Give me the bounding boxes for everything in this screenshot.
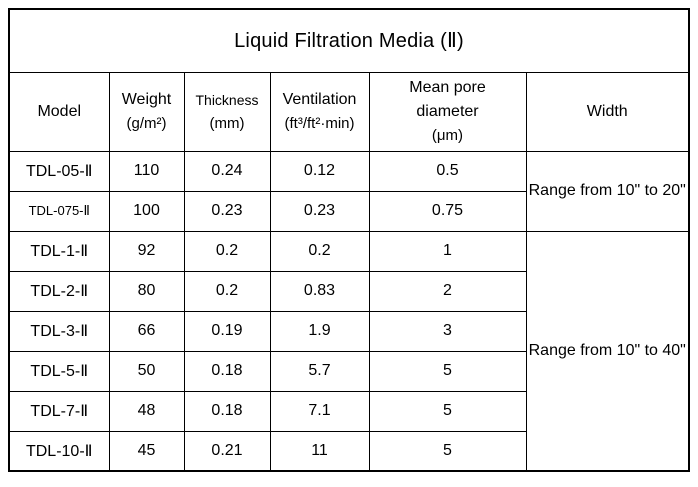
cell-weight: 50: [108, 350, 185, 392]
column-label: Mean pore diameter: [409, 78, 486, 120]
column-label: Ventilation: [282, 90, 357, 108]
table-header-row: Model Weight (g/m²) Thickness (mm) Venti…: [8, 71, 690, 152]
column-unit: (μm): [431, 126, 464, 144]
column-label: Weight: [121, 90, 172, 108]
column-unit: (g/m²): [126, 114, 167, 132]
column-label: Thickness: [195, 91, 259, 108]
cell-model: TDL-1-Ⅱ: [8, 230, 110, 272]
table-title: Liquid Filtration Media (Ⅱ): [8, 8, 690, 73]
table-body: TDL-05-Ⅱ 110 0.24 0.12 0.5 Range from 10" to …: [8, 150, 690, 472]
cell-thickness: 0.23: [183, 190, 271, 232]
cell-model: TDL-10-Ⅱ: [8, 430, 110, 472]
cell-weight: 100: [108, 190, 185, 232]
cell-mean-pore-diameter: 5: [368, 350, 527, 392]
cell-thickness: 0.2: [183, 230, 271, 272]
column-header-width: Width: [525, 71, 690, 152]
column-header-ventilation: Ventilation (ft³/ft²·min): [269, 71, 370, 152]
cell-weight: 48: [108, 390, 185, 432]
cell-thickness: 0.18: [183, 350, 271, 392]
cell-model: TDL-05-Ⅱ: [8, 150, 110, 192]
cell-mean-pore-diameter: 5: [368, 430, 527, 472]
cell-model: TDL-2-Ⅱ: [8, 270, 110, 312]
column-header-mean-pore-diameter: Mean pore diameter (μm): [368, 71, 527, 152]
cell-model: TDL-7-Ⅱ: [8, 390, 110, 432]
cell-mean-pore-diameter: 0.5: [368, 150, 527, 192]
column-header-model: Model: [8, 71, 110, 152]
column-header-weight: Weight (g/m²): [108, 71, 185, 152]
filtration-media-table: Liquid Filtration Media (Ⅱ) Model Weight…: [8, 8, 690, 472]
cell-thickness: 0.19: [183, 310, 271, 352]
cell-mean-pore-diameter: 0.75: [368, 190, 527, 232]
cell-ventilation: 1.9: [269, 310, 370, 352]
cell-ventilation: 5.7: [269, 350, 370, 392]
cell-weight: 45: [108, 430, 185, 472]
column-header-thickness: Thickness (mm): [183, 71, 271, 152]
column-unit: (mm): [209, 114, 245, 132]
table-row: TDL-10-Ⅱ 45 0.21 11 5: [8, 430, 689, 472]
cell-weight: 80: [108, 270, 185, 312]
table-row: TDL-075-Ⅱ 100 0.23 0.23 0.75: [8, 190, 689, 232]
cell-width-range: Range from 10" to 20": [525, 150, 690, 232]
cell-thickness: 0.2: [183, 270, 271, 312]
cell-model: TDL-5-Ⅱ: [8, 350, 110, 392]
cell-model: TDL-3-Ⅱ: [8, 310, 110, 352]
cell-ventilation: 0.23: [269, 190, 370, 232]
cell-model: TDL-075-Ⅱ: [8, 190, 110, 232]
table-title-row: Liquid Filtration Media (Ⅱ): [8, 8, 690, 73]
cell-ventilation: 11: [269, 430, 370, 472]
cell-mean-pore-diameter: 5: [368, 390, 527, 432]
column-label: Model: [37, 102, 82, 120]
cell-thickness: 0.21: [183, 430, 271, 472]
table-row: TDL-5-Ⅱ 50 0.18 5.7 5: [8, 350, 689, 392]
table-row: TDL-2-Ⅱ 80 0.2 0.83 2: [8, 270, 689, 312]
column-unit: (ft³/ft²·min): [284, 114, 355, 132]
cell-weight: 110: [108, 150, 185, 192]
cell-weight: 92: [108, 230, 185, 272]
cell-thickness: 0.18: [183, 390, 271, 432]
cell-mean-pore-diameter: 1: [368, 230, 527, 272]
cell-ventilation: 0.2: [269, 230, 370, 272]
table-row: TDL-05-Ⅱ 110 0.24 0.12 0.5 Range from 10" to …: [8, 150, 690, 232]
column-label: Width: [586, 102, 628, 120]
cell-ventilation: 7.1: [269, 390, 370, 432]
cell-mean-pore-diameter: 3: [368, 310, 527, 352]
cell-ventilation: 0.83: [269, 270, 370, 312]
cell-mean-pore-diameter: 2: [368, 270, 527, 312]
table-row: TDL-1-Ⅱ 92 0.2 0.2 1 Range from 10" to 40": [8, 230, 690, 472]
cell-thickness: 0.24: [183, 150, 271, 192]
cell-width-range: Range from 10" to 40": [525, 230, 690, 472]
cell-weight: 66: [108, 310, 185, 352]
cell-ventilation: 0.12: [269, 150, 370, 192]
